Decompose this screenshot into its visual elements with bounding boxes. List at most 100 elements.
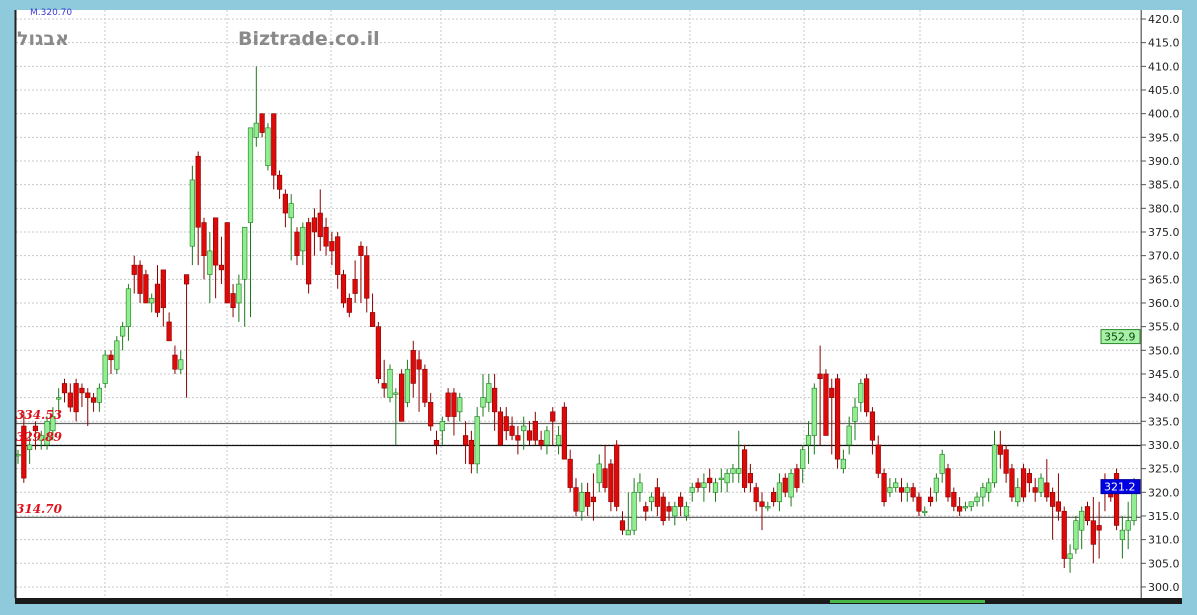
candle — [834, 373, 841, 469]
candle-body — [288, 203, 294, 219]
candle — [433, 430, 440, 455]
candle — [236, 274, 242, 322]
time-scroller-thumb[interactable] — [830, 600, 985, 603]
candle — [247, 127, 254, 318]
candle-body — [666, 506, 672, 512]
candle-body — [1079, 510, 1085, 531]
candle — [416, 350, 422, 412]
candle — [991, 430, 998, 488]
candle-body — [712, 482, 719, 493]
candle-body — [352, 279, 358, 294]
candle-body — [875, 444, 881, 474]
candle-body — [387, 368, 393, 398]
candle — [678, 492, 684, 516]
candle-body — [933, 477, 939, 493]
y-tick-label: 350.0 — [1148, 344, 1180, 357]
candle — [852, 397, 858, 441]
candle-body — [881, 473, 887, 503]
y-tick-label: 390.0 — [1148, 155, 1180, 168]
candle-body — [428, 402, 434, 427]
time-scroller[interactable] — [15, 598, 1182, 604]
candle — [526, 421, 533, 445]
candle — [654, 478, 660, 516]
candle-body — [823, 373, 829, 436]
candle-body — [300, 226, 306, 252]
candle-body — [422, 368, 428, 403]
candle-body — [166, 321, 172, 342]
candle — [585, 482, 591, 516]
candle — [282, 189, 288, 228]
candle — [183, 274, 190, 398]
candle — [131, 255, 137, 294]
candle-body — [718, 477, 724, 480]
candle — [428, 392, 434, 431]
candle — [759, 492, 765, 531]
candle-body — [887, 487, 893, 493]
candle-body — [85, 392, 91, 398]
candle-body — [44, 421, 50, 446]
candle-body — [178, 359, 184, 370]
candle-body — [195, 155, 201, 228]
candle-body — [108, 354, 114, 361]
candle — [108, 350, 114, 374]
candle-body — [991, 444, 998, 484]
candle — [90, 392, 97, 412]
candle-body — [939, 454, 945, 474]
candle — [625, 492, 631, 536]
candle-body — [555, 435, 562, 446]
candle — [945, 463, 951, 502]
candle — [340, 269, 347, 308]
candle — [288, 194, 294, 261]
candle-body — [509, 425, 515, 436]
candle-body — [1061, 510, 1067, 559]
candle-body — [364, 255, 370, 299]
candle — [335, 231, 341, 289]
candle-body — [869, 411, 876, 441]
y-tick-label: 345.0 — [1148, 368, 1180, 381]
candle-body — [32, 425, 39, 432]
candle — [916, 492, 922, 516]
candle-body — [1009, 468, 1015, 498]
candle-body — [614, 444, 620, 507]
candle-body — [782, 477, 788, 493]
candle — [631, 478, 637, 535]
candle — [538, 430, 544, 450]
candle-body — [1119, 529, 1125, 540]
candle-body — [410, 350, 416, 384]
candle-body — [683, 506, 690, 517]
candle-body — [480, 397, 486, 408]
candle-body — [276, 174, 283, 190]
y-tick-label: 355.0 — [1148, 321, 1180, 334]
candle-body — [927, 496, 934, 503]
candle-body — [741, 449, 748, 488]
candle — [178, 350, 184, 374]
candle — [1073, 515, 1079, 554]
candle-body — [451, 392, 457, 417]
candle — [73, 378, 79, 422]
y-tick-label: 325.0 — [1148, 463, 1180, 476]
candle-body — [213, 217, 219, 266]
y-tick-label: 300.0 — [1148, 581, 1180, 594]
y-tick-label: 330.0 — [1148, 439, 1180, 452]
candle-body — [852, 406, 858, 422]
candle-body — [323, 226, 329, 247]
candle — [166, 312, 172, 342]
candle — [387, 364, 393, 403]
candle-body — [596, 463, 602, 484]
candle — [114, 336, 120, 374]
candle-body — [567, 458, 573, 488]
price-marker-label: 321.2 — [1104, 481, 1136, 494]
candle — [910, 482, 916, 502]
candle — [579, 482, 585, 521]
candle — [1096, 501, 1102, 559]
candle — [213, 217, 219, 299]
candle — [1020, 463, 1027, 502]
candle-body — [38, 435, 44, 441]
candle — [550, 407, 556, 445]
candle — [608, 459, 614, 512]
candle-body — [619, 520, 626, 531]
candle — [881, 468, 887, 507]
candle — [532, 411, 538, 445]
candle-body — [858, 383, 864, 403]
price-marker — [1100, 329, 1141, 345]
